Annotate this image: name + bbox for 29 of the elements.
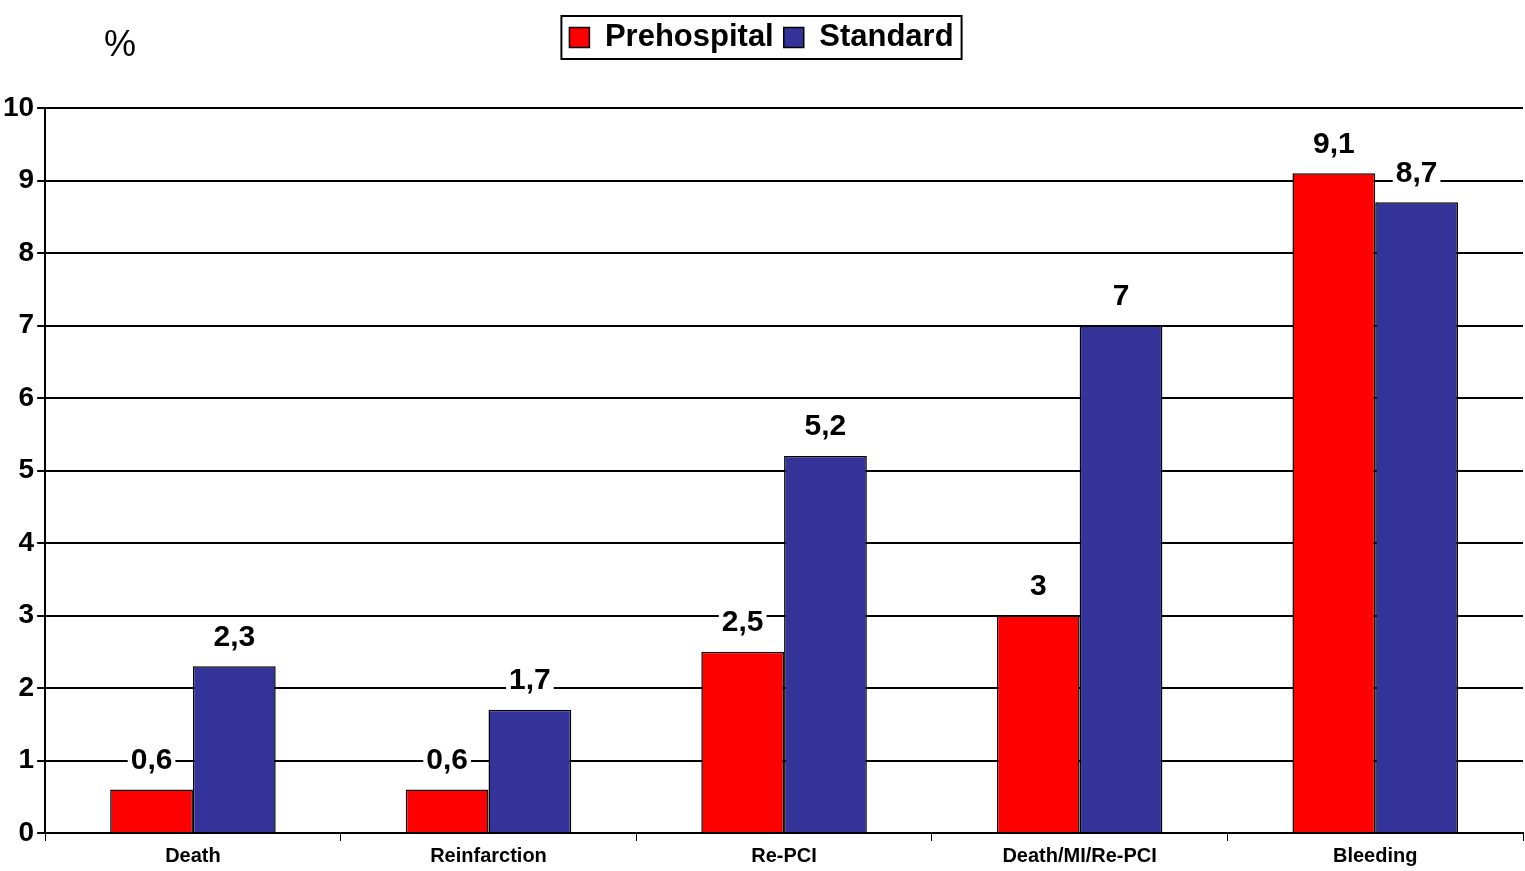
data-label: 3: [1029, 567, 1047, 601]
x-tick-label: Bleeding: [1332, 843, 1418, 866]
y-tick-label: 6: [18, 380, 35, 412]
y-tick-label: 4: [18, 525, 35, 557]
y-axis-title: %: [103, 22, 137, 64]
y-tick-label: 1: [18, 743, 35, 775]
y-tick-label: 3: [18, 598, 35, 630]
data-label: 0,6: [426, 741, 468, 775]
x-tick-label: Re-PCI: [751, 843, 817, 866]
legend-label: Standard: [819, 18, 954, 54]
y-tick-label: 7: [18, 308, 35, 340]
y-tick-label: 9: [18, 163, 35, 195]
data-label: 0,6: [130, 741, 173, 775]
y-tick-label: 0: [18, 815, 35, 847]
y-tick-label: 5: [18, 453, 35, 485]
x-tick-label: Death: [165, 843, 221, 866]
y-tick-label: 10: [2, 90, 35, 122]
legend-label: Prehospital: [604, 18, 774, 54]
data-label: 7: [1112, 277, 1130, 311]
data-label: 5,2: [804, 408, 847, 442]
data-label: 2,5: [721, 604, 764, 638]
data-label: 2,3: [213, 618, 256, 652]
x-tick-label: Death/MI/Re-PCI: [1002, 843, 1157, 866]
y-tick-label: 8: [18, 235, 35, 267]
data-label: 8,7: [1395, 154, 1438, 188]
x-tick-label: Reinfarction: [430, 843, 547, 866]
y-tick-label: 2: [18, 670, 35, 702]
data-label: 9,1: [1312, 125, 1355, 159]
data-label: 1,7: [509, 662, 551, 696]
